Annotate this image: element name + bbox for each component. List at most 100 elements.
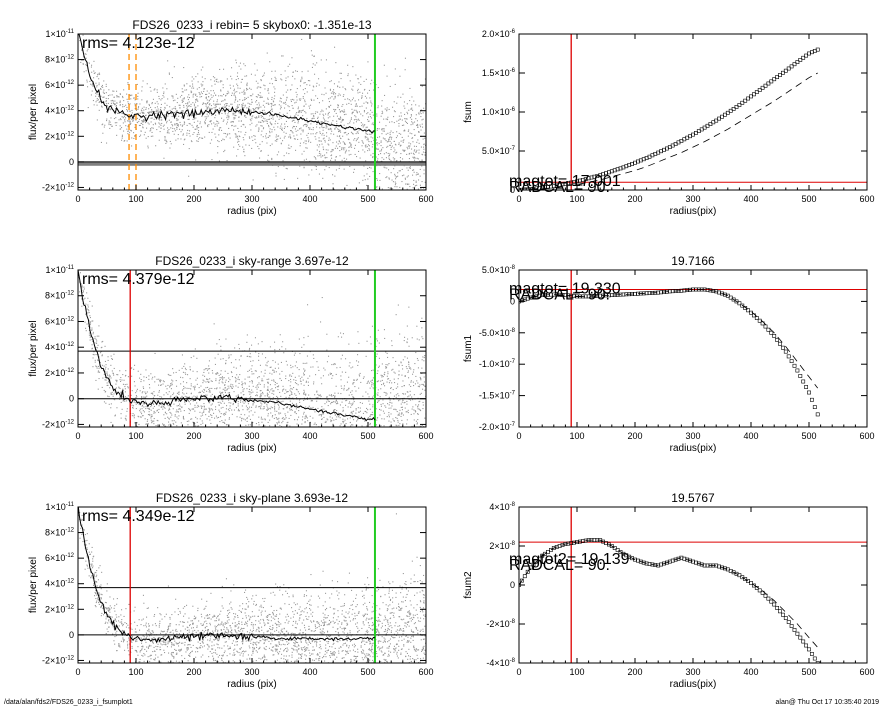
noise-point [271, 83, 273, 85]
noise-point [396, 102, 398, 104]
noise-point [401, 119, 403, 121]
noise-point [103, 101, 105, 103]
noise-point [190, 399, 192, 401]
noise-point [354, 127, 356, 129]
noise-point [126, 93, 128, 95]
noise-point [98, 356, 100, 358]
noise-point [328, 98, 330, 100]
noise-point [395, 454, 396, 455]
noise-point [248, 428, 249, 429]
noise-point [383, 118, 385, 120]
noise-point [230, 87, 232, 89]
noise-point [96, 91, 98, 93]
noise-point [263, 84, 265, 86]
noise-point [290, 130, 292, 132]
noise-point [199, 123, 201, 125]
data-marker [548, 184, 553, 189]
noise-point [368, 400, 370, 402]
noise-point [368, 382, 370, 384]
noise-point [352, 424, 354, 426]
noise-point [344, 160, 346, 162]
noise-point [349, 120, 351, 122]
y-tick-exponent: -12 [65, 106, 74, 112]
noise-point [370, 414, 372, 416]
noise-point [172, 100, 174, 102]
noise-point [266, 394, 268, 396]
noise-point [420, 146, 422, 148]
noise-point [238, 432, 239, 433]
noise-point [213, 323, 215, 325]
noise-point [79, 281, 81, 283]
noise-point [157, 116, 159, 118]
data-marker [566, 181, 571, 186]
noise-point [309, 446, 310, 447]
noise-point [363, 175, 365, 177]
noise-point [413, 385, 415, 387]
noise-point [232, 121, 234, 123]
noise-point [317, 111, 319, 113]
noise-point [270, 412, 272, 414]
noise-point [408, 361, 410, 363]
noise-point [145, 114, 147, 116]
noise-point [246, 107, 248, 109]
noise-point [208, 407, 210, 409]
noise-point [166, 413, 168, 415]
x-axis-label: radius(pix) [670, 206, 717, 217]
noise-point [366, 113, 368, 115]
noise-point [388, 407, 390, 409]
noise-point [387, 145, 389, 147]
noise-point [149, 86, 151, 88]
noise-point [416, 141, 418, 143]
noise-point [343, 389, 345, 391]
noise-point [226, 389, 228, 391]
noise-point [280, 459, 281, 460]
noise-point [153, 403, 155, 405]
noise-point [239, 145, 241, 147]
noise-point [413, 183, 415, 185]
noise-point [147, 136, 149, 138]
noise-point [225, 338, 227, 340]
noise-point [370, 109, 372, 111]
noise-point [97, 73, 99, 75]
noise-point [300, 428, 301, 429]
noise-point [240, 400, 242, 402]
noise-point [200, 415, 202, 417]
noise-point [309, 407, 311, 409]
noise-point [92, 83, 94, 85]
noise-point [198, 138, 200, 140]
noise-point [179, 104, 181, 106]
noise-point [303, 389, 305, 391]
noise-point [309, 415, 311, 417]
noise-point [415, 430, 416, 431]
noise-point [364, 179, 366, 181]
noise-point [418, 152, 420, 154]
noise-point [318, 444, 319, 445]
noise-point [367, 102, 369, 104]
noise-point [216, 417, 218, 419]
y-tick-exponent: -7 [510, 146, 516, 152]
noise-point [159, 119, 161, 121]
noise-point [230, 109, 232, 111]
noise-point [183, 104, 185, 106]
noise-point [200, 405, 202, 407]
noise-point [398, 170, 400, 172]
noise-point [198, 87, 200, 89]
noise-point [277, 166, 279, 168]
noise-point [412, 371, 414, 373]
noise-point [416, 120, 418, 122]
noise-point [273, 371, 275, 373]
noise-point [103, 89, 105, 91]
noise-point [383, 412, 385, 414]
noise-point [209, 419, 211, 421]
noise-point [294, 116, 296, 118]
noise-point [303, 82, 305, 84]
noise-point [195, 76, 197, 78]
noise-point [229, 137, 231, 139]
noise-point [259, 97, 261, 99]
noise-point [84, 321, 86, 323]
noise-point [170, 395, 172, 397]
noise-point [295, 130, 297, 132]
noise-point [168, 421, 170, 423]
noise-point [150, 373, 152, 375]
noise-point [340, 445, 341, 446]
